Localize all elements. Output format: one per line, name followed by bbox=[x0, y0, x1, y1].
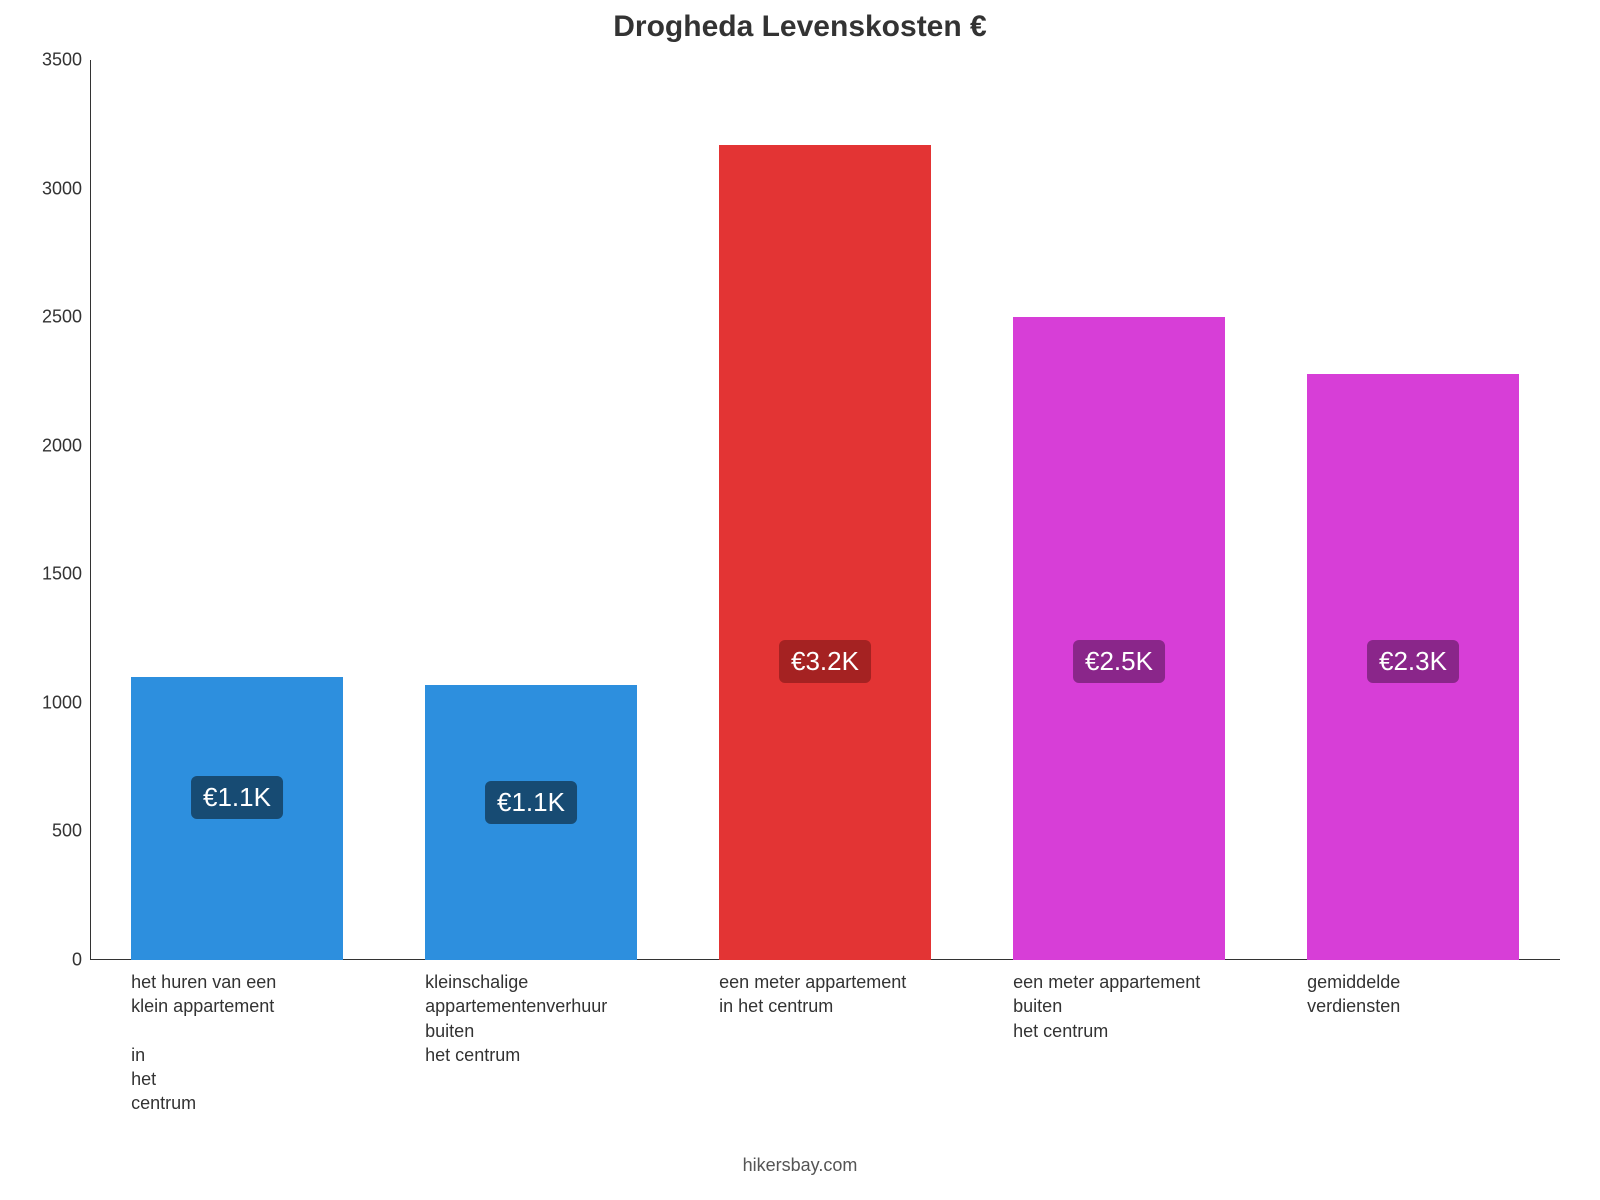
bar-chart: Drogheda Levenskosten € 0 500 1000 1500 2000… bbox=[0, 0, 1600, 1200]
x-tick-label: het huren van eenklein appartement inhet… bbox=[131, 960, 343, 1116]
y-tick-label: 3000 bbox=[42, 178, 90, 199]
value-badge: €1.1K bbox=[485, 781, 577, 824]
x-tick-label: kleinschaligeappartementenverhuurbuitenh… bbox=[425, 960, 637, 1067]
bar: €2.5K bbox=[1013, 317, 1225, 960]
bar: €3.2K bbox=[719, 145, 931, 960]
chart-title: Drogheda Levenskosten € bbox=[0, 10, 1600, 44]
bar: €1.1K bbox=[131, 677, 343, 960]
x-tick-label: gemiddeldeverdiensten bbox=[1307, 960, 1519, 1019]
y-tick-label: 500 bbox=[52, 821, 90, 842]
value-badge: €2.3K bbox=[1367, 640, 1459, 683]
value-badge: €3.2K bbox=[779, 640, 871, 683]
value-badge: €2.5K bbox=[1073, 640, 1165, 683]
x-tick-label: een meter appartementin het centrum bbox=[719, 960, 931, 1019]
y-tick-label: 1500 bbox=[42, 564, 90, 585]
y-tick-label: 0 bbox=[72, 950, 90, 971]
y-tick-label: 3500 bbox=[42, 50, 90, 71]
y-tick-label: 2000 bbox=[42, 435, 90, 456]
bar: €1.1K bbox=[425, 685, 637, 960]
y-axis-line bbox=[90, 60, 91, 960]
x-tick-label: een meter appartementbuitenhet centrum bbox=[1013, 960, 1225, 1043]
attribution-text: hikersbay.com bbox=[0, 1155, 1600, 1176]
plot-area: 0500100015002000250030003500 €1.1K€1.1K€… bbox=[90, 60, 1560, 960]
value-badge: €1.1K bbox=[191, 776, 283, 819]
bar: €2.3K bbox=[1307, 374, 1519, 960]
y-tick-label: 1000 bbox=[42, 692, 90, 713]
y-tick-label: 2500 bbox=[42, 307, 90, 328]
